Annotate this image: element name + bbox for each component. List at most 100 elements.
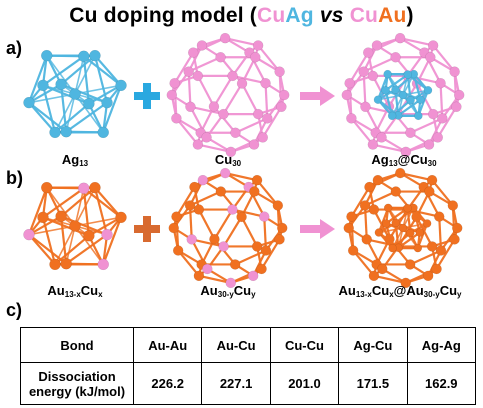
panel-b-letter: b) — [6, 168, 23, 188]
ico-bond — [46, 55, 76, 95]
ico-atom — [55, 78, 67, 91]
ico-atom — [89, 181, 101, 194]
ico-bond — [82, 188, 90, 236]
core-atom — [383, 203, 393, 213]
shell-bond — [350, 216, 355, 251]
cage-atom — [218, 108, 229, 120]
ico-bond — [28, 225, 76, 236]
plus-icon — [134, 216, 160, 242]
cage-bond — [173, 52, 195, 84]
ico-bond — [65, 93, 76, 132]
cage-atom — [219, 32, 231, 44]
cage-atom — [247, 270, 259, 282]
shell-atom — [451, 101, 462, 113]
shell-bond — [439, 83, 444, 119]
row-label-cell: Dissociation energy (kJ/mol) — [20, 362, 134, 405]
shell-atom — [346, 113, 357, 124]
cage-atom — [236, 78, 248, 89]
cage-atom — [209, 233, 220, 245]
ico-atom — [23, 96, 35, 109]
shell-atom — [424, 186, 435, 197]
ico-atom — [37, 211, 49, 224]
cage-atom — [225, 277, 237, 289]
shell-atom — [359, 200, 371, 211]
ico-bond — [102, 84, 123, 133]
au30cu-b1: Au — [200, 283, 218, 298]
ico-bond — [88, 216, 122, 237]
ag13-at-cu30-core-shell — [341, 32, 465, 158]
cage-atom — [187, 47, 199, 58]
shell-atom — [362, 47, 374, 58]
ico-atom — [49, 126, 61, 139]
core-bond — [386, 73, 404, 96]
shell-atom — [452, 222, 463, 234]
core-atom — [403, 203, 412, 213]
core-atom — [387, 111, 397, 121]
shell-atom — [368, 270, 380, 282]
cage-atom — [171, 211, 182, 222]
ico-bond — [94, 186, 122, 219]
core-bond — [397, 98, 422, 117]
ico-bond — [74, 93, 108, 104]
core-bond — [406, 74, 412, 101]
shell-bond — [364, 190, 397, 207]
cage-bond — [264, 83, 269, 119]
core-atom — [398, 90, 408, 100]
ico-bond — [83, 187, 122, 219]
ico-bond — [42, 55, 85, 87]
cage-atom — [166, 89, 178, 101]
cage-atom — [274, 66, 285, 77]
core-bond — [397, 231, 421, 249]
title-au: Au — [378, 4, 407, 27]
cage-atom — [184, 200, 196, 211]
shell-atom — [425, 52, 436, 63]
core-bond — [402, 227, 419, 249]
ico-atom — [83, 229, 95, 242]
shell-atom — [361, 234, 372, 245]
ico-bond — [74, 187, 96, 227]
ico-atom — [97, 126, 109, 139]
cage-atom — [227, 70, 238, 82]
cage-bond — [240, 216, 259, 247]
shell-atom — [367, 70, 379, 82]
shell-atom — [427, 108, 439, 120]
cage-bond — [213, 105, 237, 134]
au13cu-b1: Au — [47, 283, 65, 298]
cage-bond — [222, 82, 244, 115]
shell-bond — [350, 117, 374, 146]
cage-atom — [201, 132, 212, 143]
core-atom — [406, 228, 415, 238]
ico-bond — [82, 56, 90, 104]
ico-bond — [65, 225, 76, 264]
ico-atom — [69, 88, 81, 100]
core-atom — [406, 96, 415, 105]
ag13-label-base: Ag — [61, 152, 80, 167]
plus-icon — [134, 83, 160, 109]
core-atom — [391, 85, 400, 94]
shell-bond — [435, 238, 456, 270]
cage-atom — [171, 113, 182, 124]
ico-bond — [74, 216, 122, 227]
figure-title: Cu doping model (CuAg vs CuAu) — [0, 4, 483, 28]
core-atom — [422, 219, 432, 228]
cage-bond — [260, 238, 281, 270]
shell-atom — [431, 263, 442, 275]
ico-bond — [65, 233, 108, 265]
shell-atom — [390, 52, 401, 63]
au13-x-cux-icosahedron — [23, 181, 127, 271]
core-atom — [373, 95, 383, 104]
shell-atom — [371, 40, 383, 51]
shell-atom — [434, 211, 445, 222]
cage-atom — [208, 101, 220, 112]
au13cu-s2: x — [98, 290, 103, 299]
shell-atom — [343, 222, 354, 234]
ico-atom — [69, 220, 81, 232]
cage-atom — [252, 40, 264, 51]
ico-bond — [94, 54, 122, 87]
au30cu-s2: y — [251, 290, 256, 299]
ico-atom — [97, 258, 109, 271]
shell-atom — [400, 146, 412, 158]
cage-atom — [274, 234, 285, 245]
cage-atom — [215, 186, 227, 197]
ico-atom — [60, 125, 72, 138]
